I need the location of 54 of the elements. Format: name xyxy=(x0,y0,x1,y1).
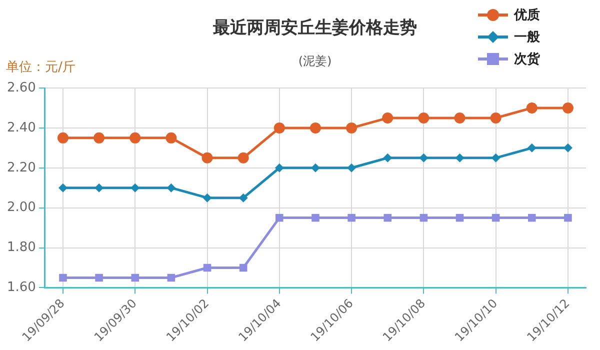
point xyxy=(347,163,356,172)
point xyxy=(57,132,68,144)
point xyxy=(310,122,321,134)
point xyxy=(58,183,68,192)
point xyxy=(239,264,248,272)
point xyxy=(238,152,249,164)
legend-label: 优质 xyxy=(514,7,540,24)
point xyxy=(202,193,212,202)
point xyxy=(384,214,392,222)
legend-label: 次货 xyxy=(514,51,540,68)
point xyxy=(526,102,538,114)
point xyxy=(455,153,464,162)
y-tick-label: 2.60 xyxy=(6,80,36,96)
point xyxy=(346,122,358,134)
y-tick-label: 2.40 xyxy=(6,120,36,136)
point xyxy=(166,132,177,144)
point xyxy=(202,152,213,164)
point xyxy=(564,214,572,222)
point xyxy=(130,132,141,144)
point xyxy=(95,274,103,282)
point xyxy=(130,183,140,192)
point xyxy=(456,214,464,222)
point xyxy=(528,214,536,222)
y-tick-label: 1.60 xyxy=(6,280,36,296)
point xyxy=(527,143,536,152)
point xyxy=(167,274,176,282)
point xyxy=(491,153,500,162)
point xyxy=(420,214,428,222)
legend-label: 一般 xyxy=(514,29,540,46)
point xyxy=(562,102,574,114)
point xyxy=(312,214,320,222)
point xyxy=(492,214,500,222)
point xyxy=(454,112,466,124)
point xyxy=(131,274,140,282)
point xyxy=(59,274,67,282)
point xyxy=(418,112,430,124)
chart-subtitle: (泥姜) xyxy=(297,53,333,70)
point xyxy=(166,183,176,192)
point xyxy=(348,214,356,222)
chart-title: 最近两周安丘生姜价格走势 xyxy=(212,16,418,39)
point xyxy=(238,193,248,202)
point xyxy=(274,122,285,134)
point xyxy=(383,153,392,162)
point xyxy=(94,132,105,144)
y-tick-label: 1.80 xyxy=(6,240,36,256)
y-axis-title: 单位：元/斤 xyxy=(6,59,76,76)
point xyxy=(382,112,394,124)
point xyxy=(419,153,428,162)
y-tick-label: 2.20 xyxy=(6,160,36,176)
point xyxy=(276,214,284,222)
point xyxy=(490,112,502,124)
point xyxy=(203,264,212,272)
y-tick-label: 2.00 xyxy=(6,200,36,216)
point xyxy=(274,163,284,172)
